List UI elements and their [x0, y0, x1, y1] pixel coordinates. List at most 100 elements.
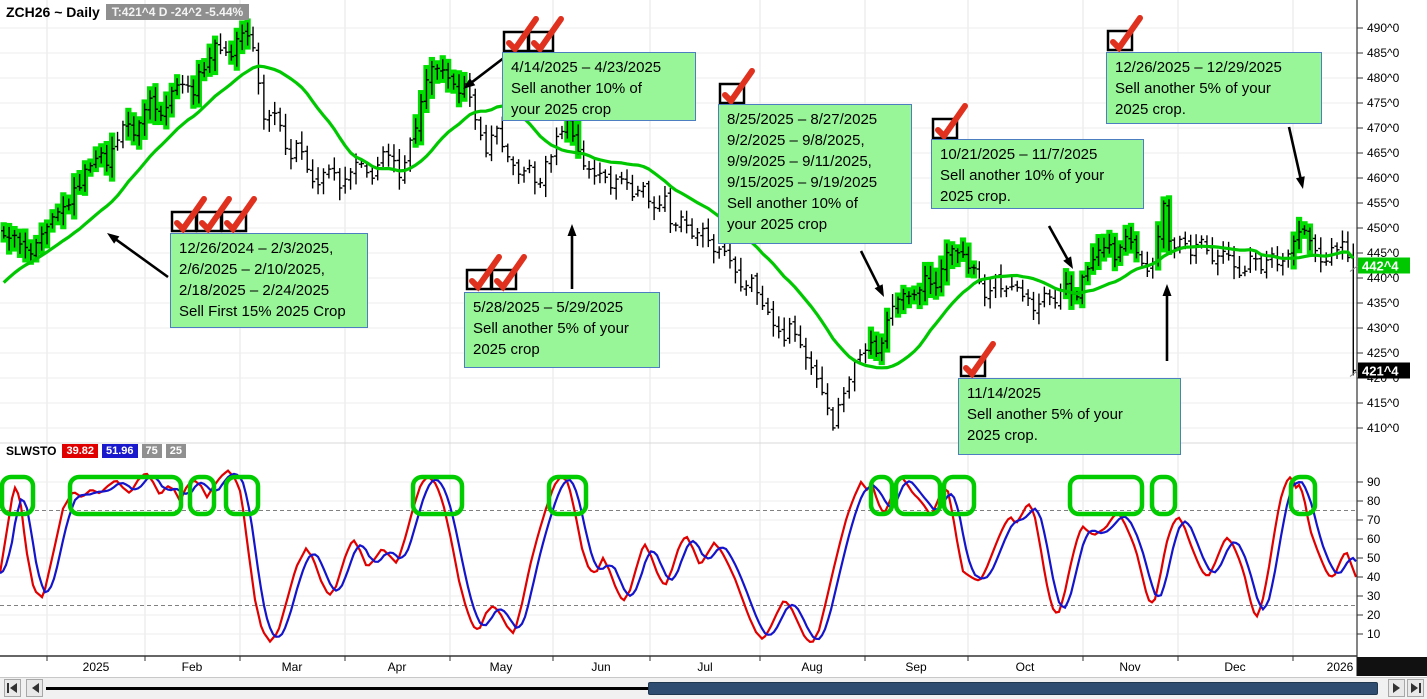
annotation-note[interactable]: 12/26/2024 – 2/3/2025, 2/6/2025 – 2/10/20…	[170, 233, 368, 328]
ma-price-badge	[1358, 257, 1410, 274]
month-label: Feb	[182, 660, 203, 674]
month-label: 2025	[83, 660, 110, 674]
price-axis-label: 460^0	[1367, 171, 1400, 185]
ma-price-badge-label: 442^4	[1362, 259, 1399, 274]
annotation-line: 2025 crop.	[967, 427, 1038, 444]
indicator-name: SLWSTO	[6, 444, 57, 458]
chart-header: ZCH26 ~ Daily T:421^4 D -24^2 -5.44%	[6, 4, 250, 20]
stochastic-k-line	[0, 469, 1358, 644]
horizontal-scrollbar[interactable]	[0, 677, 1427, 699]
price-axis-label: 480^0	[1367, 71, 1400, 85]
red-checkmark-icon	[531, 16, 564, 54]
month-label: May	[490, 660, 513, 674]
scroll-right-button[interactable]	[1388, 679, 1405, 697]
quote-badge: T:421^4 D -24^2 -5.44%	[105, 4, 250, 20]
symbol-title: ZCH26 ~ Daily	[6, 4, 100, 20]
scroll-start-button[interactable]	[4, 679, 21, 697]
annotation-note[interactable]: 11/14/2025 Sell another 5% of your 2025 cr…	[958, 378, 1181, 455]
red-checkmark-icon	[174, 196, 207, 234]
upper-band-badge: 75	[141, 444, 162, 458]
month-label: Dec	[1224, 660, 1245, 674]
stoch-axis-label: 20	[1367, 608, 1381, 622]
scrollbar-track[interactable]	[46, 687, 650, 690]
annotation-line: 9/15/2025 – 9/19/2025	[727, 174, 878, 191]
price-axis-label: 475^0	[1367, 96, 1400, 110]
price-axis-label: 440^0	[1367, 271, 1400, 285]
annotation-note[interactable]: 10/21/2025 – 11/7/2025 Sell another 10% o…	[931, 139, 1144, 209]
stoch-axis-label: 90	[1367, 475, 1381, 489]
price-axis-label: 415^0	[1367, 396, 1400, 410]
sell-checkbox-group[interactable]	[502, 14, 574, 56]
annotation-line: your 2025 crop	[727, 216, 828, 233]
sell-checkbox-group[interactable]	[959, 339, 1006, 381]
price-axis-label: 470^0	[1367, 121, 1400, 135]
price-axis-label: 435^0	[1367, 296, 1400, 310]
month-label: 2026	[1327, 660, 1354, 674]
annotation-line: your 2025 crop	[511, 101, 612, 118]
annotation-line: 2/18/2025 – 2/24/2025	[179, 282, 330, 299]
stoch-axis-label: 30	[1367, 589, 1381, 603]
lower-band-badge: 25	[165, 444, 187, 458]
stoch-axis-label: 50	[1367, 551, 1381, 565]
annotation-line: 10/21/2025 – 11/7/2025	[940, 146, 1098, 163]
month-label: Aug	[801, 660, 822, 674]
annotation-line: 11/14/2025	[967, 385, 1041, 402]
annotation-note[interactable]: 8/25/2025 – 8/27/2025 9/2/2025 – 9/8/2025…	[718, 104, 912, 244]
indicator-label-row: SLWSTO 39.82 51.96 75 25	[6, 444, 187, 458]
price-axis-label: 445^0	[1367, 246, 1400, 260]
sell-checkbox-group[interactable]	[465, 252, 537, 294]
last-price-badge-label: 421^4	[1362, 364, 1399, 379]
price-axis-label: 425^0	[1367, 346, 1400, 360]
annotation-line: Sell another 5% of your	[967, 406, 1123, 423]
sell-checkbox-group[interactable]	[931, 101, 978, 143]
scroll-end-button[interactable]	[1407, 679, 1424, 697]
annotation-line: Sell another 10% of	[727, 195, 858, 212]
month-label: Jul	[697, 660, 712, 674]
annotation-line: 2025 crop	[473, 341, 540, 358]
annotation-line: 2/6/2025 – 2/10/2025,	[179, 261, 325, 278]
price-axis-label: 450^0	[1367, 221, 1400, 235]
ma-line	[2, 64, 1355, 370]
annotation-line: 12/26/2024 – 2/3/2025,	[179, 240, 334, 257]
stoch-axis-label: 70	[1367, 513, 1381, 527]
stochastic-k-badge: 39.82	[62, 444, 98, 458]
annotation-line: Sell another 5% of your	[1115, 80, 1271, 97]
stochastic-d-badge: 51.96	[101, 444, 138, 458]
skip-right-icon	[1411, 683, 1421, 693]
sell-checkbox-group[interactable]	[1106, 13, 1153, 55]
red-checkmark-icon	[224, 196, 257, 234]
price-axis-label: 465^0	[1367, 146, 1400, 160]
annotation-line: 4/14/2025 – 4/23/2025	[511, 59, 662, 76]
annotation-line: 5/28/2025 – 5/29/2025	[473, 299, 624, 316]
scrollbar-thumb[interactable]	[648, 682, 1378, 695]
annotation-line: 9/9/2025 – 9/11/2025,	[727, 153, 872, 170]
annotation-note[interactable]: 5/28/2025 – 5/29/2025 Sell another 5% of …	[464, 292, 660, 368]
arrow-right-icon	[1392, 683, 1400, 693]
red-checkmark-icon	[494, 254, 527, 292]
annotation-line: 12/26/2025 – 12/29/2025	[1115, 59, 1282, 76]
scroll-left-button[interactable]	[26, 679, 43, 697]
stoch-axis-label: 80	[1367, 494, 1381, 508]
sell-checkbox-group[interactable]	[170, 194, 267, 236]
annotation-arrows	[107, 55, 1305, 361]
annotation-note[interactable]: 4/14/2025 – 4/23/2025 Sell another 10% of…	[502, 52, 696, 121]
arrow-left-icon	[31, 683, 39, 693]
red-checkmark-icon	[469, 254, 502, 292]
annotation-line: Sell another 10% of your	[940, 167, 1105, 184]
annotation-line: Sell First 15% 2025 Crop	[179, 303, 346, 320]
red-checkmark-icon	[1110, 15, 1143, 53]
month-label: Mar	[282, 660, 303, 674]
price-axis-label: 455^0	[1367, 196, 1400, 210]
annotation-line: 2025 crop.	[1115, 101, 1186, 118]
stoch-axis-label: 10	[1367, 627, 1381, 641]
month-label: Apr	[388, 660, 407, 674]
annotation-note[interactable]: 12/26/2025 – 12/29/2025 Sell another 5% o…	[1106, 52, 1322, 124]
month-label: Nov	[1119, 660, 1140, 674]
skip-left-icon	[7, 683, 17, 693]
axes: 490^0 485^0 480^0 475^0 470^0 465^0 460^0 455^0…	[0, 0, 1427, 676]
sell-checkbox-group[interactable]	[718, 66, 765, 108]
stoch-axis-label: 40	[1367, 570, 1381, 584]
stoch-axis-label: 60	[1367, 532, 1381, 546]
moving-average-line	[2, 64, 1355, 370]
